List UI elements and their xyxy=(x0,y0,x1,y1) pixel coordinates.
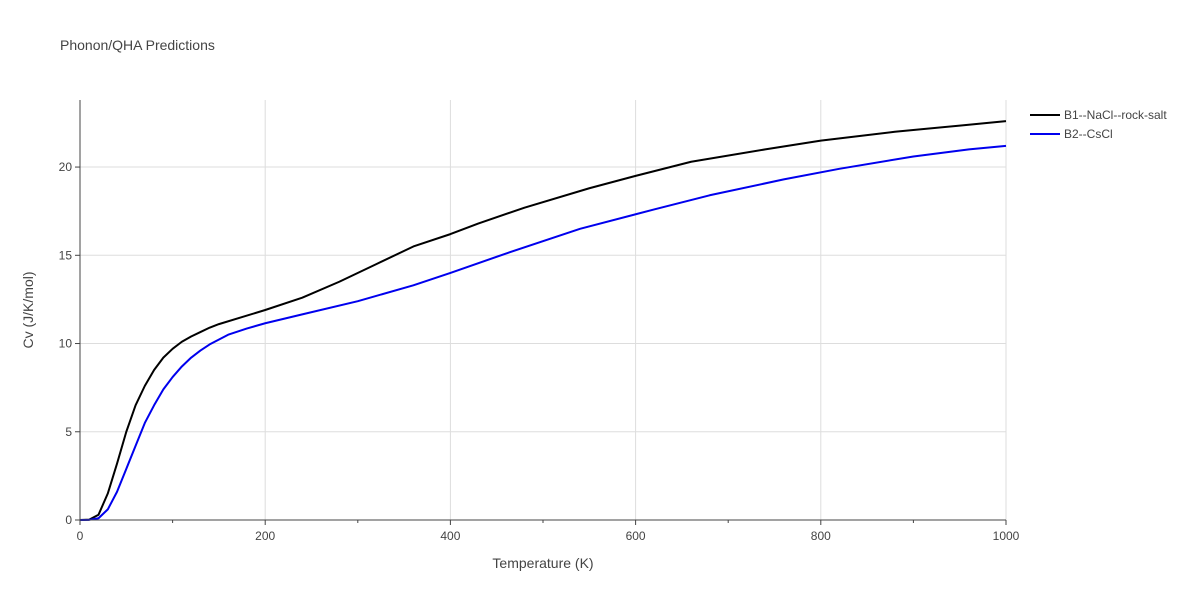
legend[interactable]: B1--NaCl--rock-salt B2--CsCl xyxy=(1030,108,1167,141)
legend-label: B1--NaCl--rock-salt xyxy=(1064,108,1167,122)
series-layer xyxy=(79,120,1007,521)
x-tick-label: 600 xyxy=(626,529,646,543)
legend-item-1[interactable]: B1--NaCl--rock-salt xyxy=(1030,108,1167,122)
x-axis-title: Temperature (K) xyxy=(492,555,593,571)
series-line-1[interactable] xyxy=(79,120,1007,521)
axes-layer xyxy=(79,100,1006,521)
legend-item-2[interactable]: B2--CsCl xyxy=(1030,127,1113,141)
x-tick-label: 800 xyxy=(811,529,831,543)
x-tick-label: 0 xyxy=(77,529,84,543)
y-tick-label: 0 xyxy=(65,513,72,527)
grid-layer xyxy=(80,100,1007,520)
x-tick-label: 400 xyxy=(440,529,460,543)
legend-label: B2--CsCl xyxy=(1064,127,1113,141)
y-tick-label: 5 xyxy=(65,425,72,439)
series-line-2[interactable] xyxy=(79,144,1007,521)
y-axis-title: Cv (J/K/mol) xyxy=(20,272,36,349)
ticks-layer: 0 200 400 600 800 1000 0 5 10 15 20 xyxy=(59,160,1020,543)
y-tick-label: 15 xyxy=(59,248,73,262)
chart-title: Phonon/QHA Predictions xyxy=(60,37,215,53)
x-tick-label: 1000 xyxy=(993,529,1020,543)
y-tick-label: 10 xyxy=(59,337,73,351)
x-tick-label: 200 xyxy=(255,529,275,543)
y-tick-label: 20 xyxy=(59,160,73,174)
